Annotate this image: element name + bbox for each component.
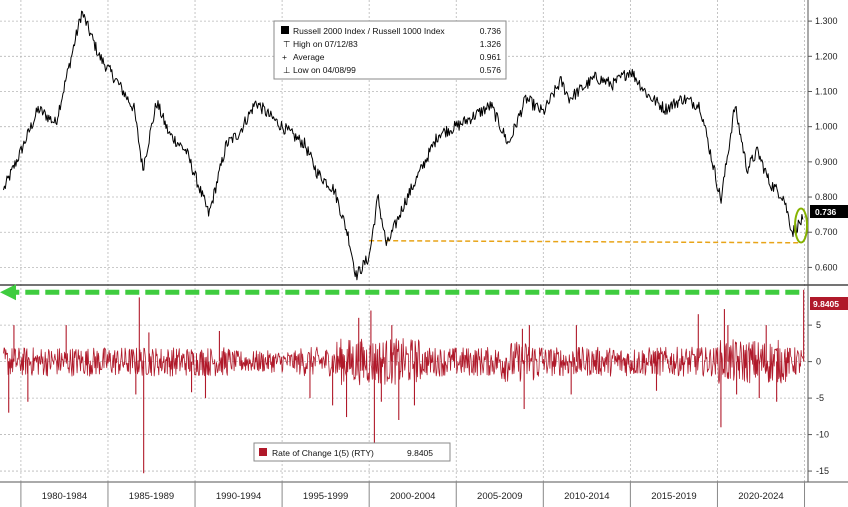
upper-legend-box bbox=[273, 20, 507, 80]
upper-legend: Russell 2000 Index / Russell 1000 Index … bbox=[273, 20, 507, 80]
legend-label-high: High on 07/12/83 bbox=[293, 39, 358, 49]
lower-legend-box bbox=[253, 442, 451, 462]
legend-value-ratio: 0.736 bbox=[480, 26, 502, 36]
legend-value-average: 0.961 bbox=[480, 52, 502, 62]
legend-label-low: Low on 04/08/99 bbox=[293, 65, 356, 75]
last-value-flag-lower: 9.8405 bbox=[810, 297, 848, 310]
upper-y-axis: 1.300 1.200 1.100 1.000 0.900 0.800 0.700 0.600 bbox=[808, 16, 838, 272]
lower-y-tick-label: 5 bbox=[816, 320, 821, 330]
x-category-label: 2015-2019 bbox=[651, 491, 696, 502]
low-marker-icon: ⊥ bbox=[283, 65, 291, 75]
lower-y-tick-label: -5 bbox=[816, 393, 824, 403]
lower-y-tick-label: -10 bbox=[816, 430, 829, 440]
average-marker-icon: + bbox=[282, 52, 287, 62]
x-category-label: 1995-1999 bbox=[303, 491, 348, 502]
high-marker-icon: ⊤ bbox=[283, 39, 291, 49]
upper-y-tick-label: 0.800 bbox=[815, 192, 838, 202]
lower-legend: Rate of Change 1(5) (RTY) 9.8405 bbox=[253, 442, 451, 462]
x-axis-categories: 1980-1984 1985-1989 1990-1994 1995-1999 2000… bbox=[20, 482, 806, 507]
legend-value-high: 1.326 bbox=[480, 39, 502, 49]
lower-y-axis: 5 0 -5 -10 -15 bbox=[808, 320, 829, 476]
legend-swatch-roc bbox=[259, 448, 267, 456]
green-dashed-arrow bbox=[0, 284, 800, 301]
upper-y-tick-label: 1.000 bbox=[815, 122, 838, 132]
legend-label-average: Average bbox=[293, 52, 325, 62]
flag-upper-label: 0.736 bbox=[815, 207, 837, 217]
low-highlight-ellipse bbox=[794, 207, 809, 244]
x-category-label: 1990-1994 bbox=[216, 491, 261, 502]
legend-label-ratio: Russell 2000 Index / Russell 1000 Index bbox=[293, 26, 445, 36]
upper-y-tick-label: 1.200 bbox=[815, 51, 838, 61]
upper-y-tick-label: 1.100 bbox=[815, 86, 838, 96]
upper-y-tick-label: 1.300 bbox=[815, 16, 838, 26]
lower-y-tick-label: 0 bbox=[816, 357, 821, 367]
flag-upper-background bbox=[810, 205, 848, 218]
x-category-label: 2005-2009 bbox=[477, 491, 522, 502]
last-value-flag-upper: 0.736 bbox=[810, 205, 848, 218]
upper-y-tick-label: 0.900 bbox=[815, 157, 838, 167]
flag-lower-background bbox=[810, 297, 848, 310]
upper-y-tick-label: 0.600 bbox=[815, 262, 838, 272]
x-category-label: 2010-2014 bbox=[564, 491, 609, 502]
x-grid bbox=[20, 0, 805, 482]
x-category-label: 2000-2004 bbox=[390, 491, 435, 502]
x-category-label: 2020-2024 bbox=[738, 491, 783, 502]
legend-label-roc: Rate of Change 1(5) (RTY) bbox=[272, 448, 374, 458]
arrow-head bbox=[0, 284, 16, 301]
legend-value-roc: 9.8405 bbox=[407, 448, 433, 458]
ratio-series-line bbox=[3, 10, 804, 281]
lower-y-tick-label: -15 bbox=[816, 466, 829, 476]
flag-lower-label: 9.8405 bbox=[813, 299, 839, 309]
legend-swatch-ratio bbox=[281, 26, 289, 34]
x-category-label: 1980-1984 bbox=[42, 491, 87, 502]
legend-value-low: 0.576 bbox=[480, 65, 502, 75]
upper-y-tick-label: 0.700 bbox=[815, 227, 838, 237]
roc-spike-marks bbox=[8, 289, 805, 474]
roc-series-line bbox=[3, 338, 804, 386]
x-category-label: 1985-1989 bbox=[129, 491, 174, 502]
